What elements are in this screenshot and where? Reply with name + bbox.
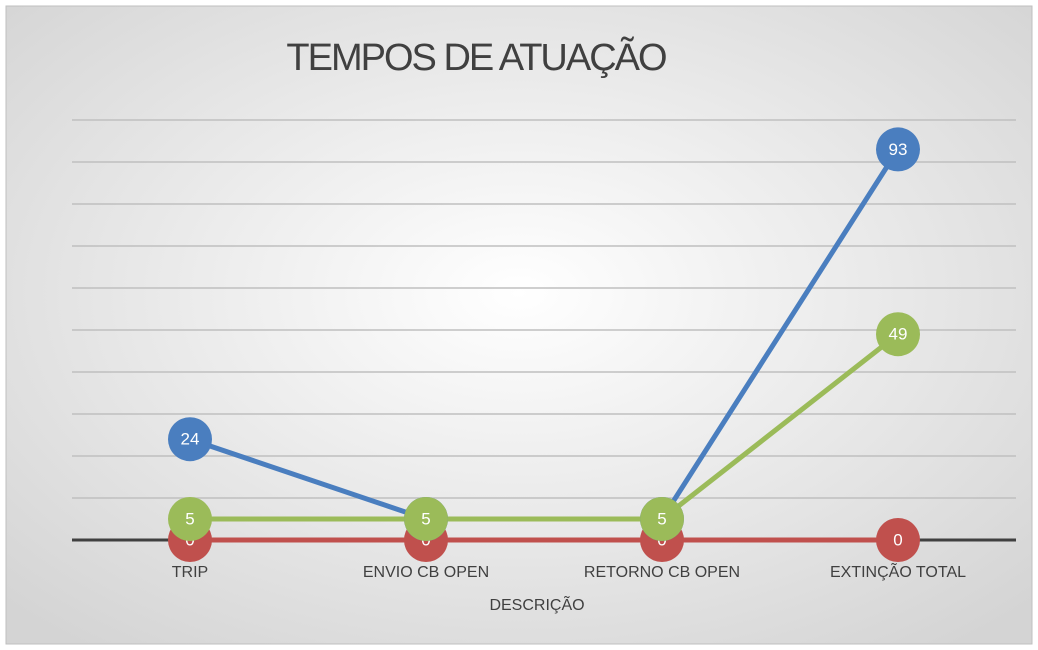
series-line (190, 332, 900, 522)
x-tick-label: ENVIO CB OPEN (363, 564, 489, 581)
data-label: 24 (181, 430, 200, 449)
data-point (168, 417, 212, 462)
x-tick-label: EXTINÇÃO TOTAL (830, 561, 966, 581)
data-point (876, 127, 920, 172)
data-label: 49 (889, 325, 908, 344)
x-tick-label: RETORNO CB OPEN (584, 564, 740, 581)
x-tick-label: TRIP (172, 564, 208, 581)
data-label: 5 (185, 509, 194, 528)
data-point (404, 497, 448, 541)
data-point (168, 497, 212, 541)
data-label: 5 (421, 509, 430, 528)
chart-title: TEMPOS DE ATUAÇÃO (286, 36, 666, 79)
x-axis-title: DESCRIÇÃO (489, 594, 584, 614)
data-label: 93 (889, 140, 908, 159)
data-point (640, 497, 684, 541)
data-point (876, 312, 920, 357)
data-label: 5 (657, 509, 666, 528)
data-label: 0 (893, 530, 902, 549)
data-point (876, 518, 920, 562)
